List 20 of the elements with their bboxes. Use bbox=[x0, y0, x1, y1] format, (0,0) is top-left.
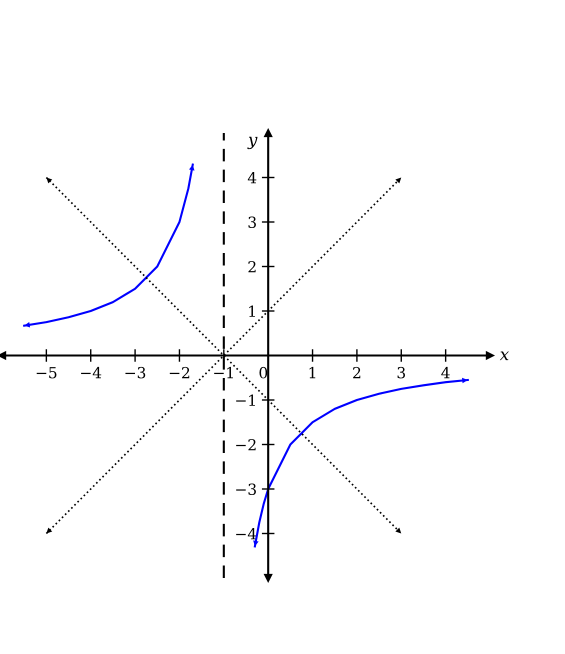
y-tick-label: 1 bbox=[249, 305, 255, 317]
x-tick-label: −2 bbox=[170, 366, 190, 378]
y-tick-label: −3 bbox=[236, 483, 256, 496]
y-tick-label: −2 bbox=[236, 438, 256, 450]
x-tick-label: 2 bbox=[353, 366, 360, 378]
x-axis-title: x bbox=[500, 351, 509, 360]
y-tick-label: 4 bbox=[248, 172, 256, 184]
y-tick-label: −4 bbox=[236, 528, 256, 540]
x-tick-label: 1 bbox=[310, 366, 316, 378]
y-tick-label: 3 bbox=[248, 216, 256, 228]
x-tick-label: −3 bbox=[125, 366, 146, 378]
x-tick-label: 4 bbox=[441, 366, 450, 378]
line-series bbox=[23, 164, 194, 327]
x-tick-label: −1 bbox=[214, 366, 233, 378]
y-axis-title: y bbox=[247, 136, 258, 150]
y-tick-label: 2 bbox=[248, 260, 256, 272]
x-tick-label: −4 bbox=[81, 366, 102, 378]
y-tick-label: −1 bbox=[236, 394, 255, 406]
x-tick-label: −5 bbox=[36, 367, 56, 378]
x-tick-label: 3 bbox=[398, 366, 405, 378]
